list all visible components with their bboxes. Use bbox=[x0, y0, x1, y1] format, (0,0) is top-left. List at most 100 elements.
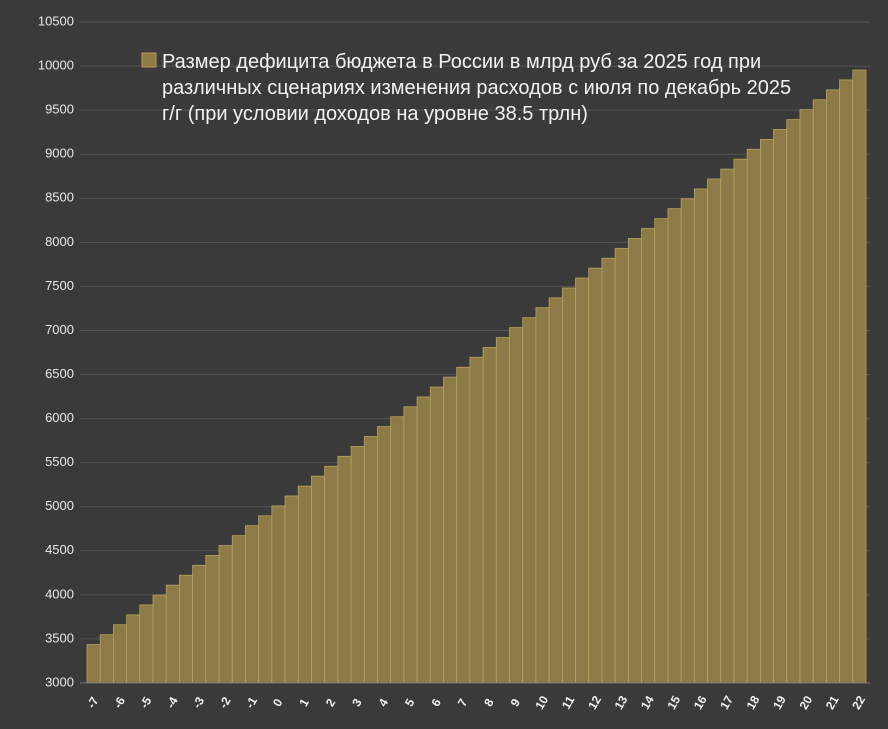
bar bbox=[152, 594, 167, 684]
x-tick-label: -1 bbox=[243, 694, 261, 711]
bar bbox=[443, 376, 458, 684]
x-tick-label: 4 bbox=[376, 696, 392, 709]
x-tick-label: 12 bbox=[585, 693, 604, 712]
bar bbox=[231, 535, 246, 684]
bar bbox=[324, 465, 339, 684]
y-tick-label: 4500 bbox=[45, 542, 74, 557]
bar bbox=[522, 317, 537, 684]
y-tick-label: 10000 bbox=[38, 58, 74, 73]
bar bbox=[337, 455, 352, 684]
bar bbox=[588, 267, 603, 684]
y-tick-label: 8000 bbox=[45, 234, 74, 249]
bar bbox=[561, 287, 576, 684]
x-tick-label: 5 bbox=[402, 696, 418, 709]
bar bbox=[139, 604, 154, 684]
bar bbox=[707, 178, 722, 684]
bar bbox=[733, 158, 748, 684]
bar bbox=[852, 69, 867, 684]
x-tick-label: -5 bbox=[137, 694, 155, 711]
bar bbox=[495, 337, 510, 684]
bar bbox=[86, 644, 101, 684]
y-tick-label: 9000 bbox=[45, 146, 74, 161]
bar bbox=[258, 515, 273, 684]
bar bbox=[773, 129, 788, 684]
y-tick-label: 5500 bbox=[45, 454, 74, 469]
x-tick-label: 6 bbox=[428, 696, 444, 709]
y-tick-label: 4000 bbox=[45, 586, 74, 601]
bar bbox=[218, 545, 233, 684]
bar bbox=[469, 356, 484, 684]
x-tick-label: 2 bbox=[323, 696, 339, 709]
y-tick-label: 7000 bbox=[45, 322, 74, 337]
bar bbox=[667, 208, 682, 684]
x-tick-label: 3 bbox=[349, 696, 365, 709]
x-tick-label: 9 bbox=[508, 696, 524, 709]
bar bbox=[377, 426, 392, 684]
bar bbox=[786, 119, 801, 684]
y-tick-label: 8500 bbox=[45, 190, 74, 205]
bar bbox=[456, 366, 471, 684]
bar bbox=[113, 624, 128, 684]
bar bbox=[284, 495, 299, 684]
bar bbox=[429, 386, 444, 684]
x-tick-label: 8 bbox=[481, 696, 497, 709]
bar bbox=[627, 238, 642, 684]
legend-label: Размер дефицита бюджета в России в млрд … bbox=[162, 51, 791, 125]
x-tick-label: 7 bbox=[455, 696, 471, 709]
bar bbox=[271, 505, 286, 684]
bar bbox=[165, 584, 180, 684]
bar bbox=[403, 406, 418, 684]
bar bbox=[693, 188, 708, 684]
bar bbox=[839, 79, 854, 684]
bar bbox=[350, 446, 365, 684]
x-tick-label: 15 bbox=[664, 693, 683, 712]
bar bbox=[205, 554, 220, 684]
x-tick-label: 13 bbox=[612, 693, 631, 712]
x-tick-label: -2 bbox=[216, 694, 234, 711]
bar bbox=[812, 99, 827, 684]
bar bbox=[192, 564, 207, 684]
bar bbox=[720, 168, 735, 684]
x-tick-label: 21 bbox=[823, 693, 842, 712]
bar bbox=[759, 138, 774, 684]
bar bbox=[482, 346, 497, 684]
bar bbox=[641, 228, 656, 684]
bar bbox=[654, 218, 669, 684]
x-tick-label: 16 bbox=[691, 693, 710, 712]
bar bbox=[99, 634, 114, 684]
bar bbox=[179, 574, 194, 684]
x-tick-label: -6 bbox=[111, 694, 129, 711]
y-tick-label: 3500 bbox=[45, 630, 74, 645]
y-tick-label: 5000 bbox=[45, 498, 74, 513]
x-tick-label: 19 bbox=[770, 693, 789, 712]
legend-swatch bbox=[141, 52, 157, 68]
y-tick-label: 6500 bbox=[45, 366, 74, 381]
bar bbox=[680, 198, 695, 684]
x-tick-label: 1 bbox=[296, 696, 312, 709]
x-tick-label: 20 bbox=[796, 693, 815, 712]
bar bbox=[416, 396, 431, 684]
bar bbox=[601, 257, 616, 684]
bar bbox=[535, 307, 550, 684]
y-tick-label: 6000 bbox=[45, 410, 74, 425]
x-tick-label: 11 bbox=[559, 693, 578, 711]
y-tick-label: 9500 bbox=[45, 102, 74, 117]
bar bbox=[575, 277, 590, 684]
bar bbox=[746, 148, 761, 684]
y-tick-label: 3000 bbox=[45, 674, 74, 689]
bar bbox=[297, 485, 312, 684]
bar bbox=[126, 614, 141, 684]
y-tick-label: 10500 bbox=[38, 13, 74, 28]
bar bbox=[614, 247, 629, 684]
bar bbox=[363, 436, 378, 684]
bar bbox=[390, 416, 405, 684]
x-tick-label: -3 bbox=[190, 694, 208, 711]
x-tick-label: -4 bbox=[163, 694, 181, 711]
bar bbox=[799, 109, 814, 684]
x-tick-label: 10 bbox=[532, 693, 551, 712]
x-tick-label: 17 bbox=[717, 693, 736, 712]
bar bbox=[825, 89, 840, 684]
x-tick-label: 22 bbox=[849, 693, 868, 712]
bar bbox=[548, 297, 563, 684]
